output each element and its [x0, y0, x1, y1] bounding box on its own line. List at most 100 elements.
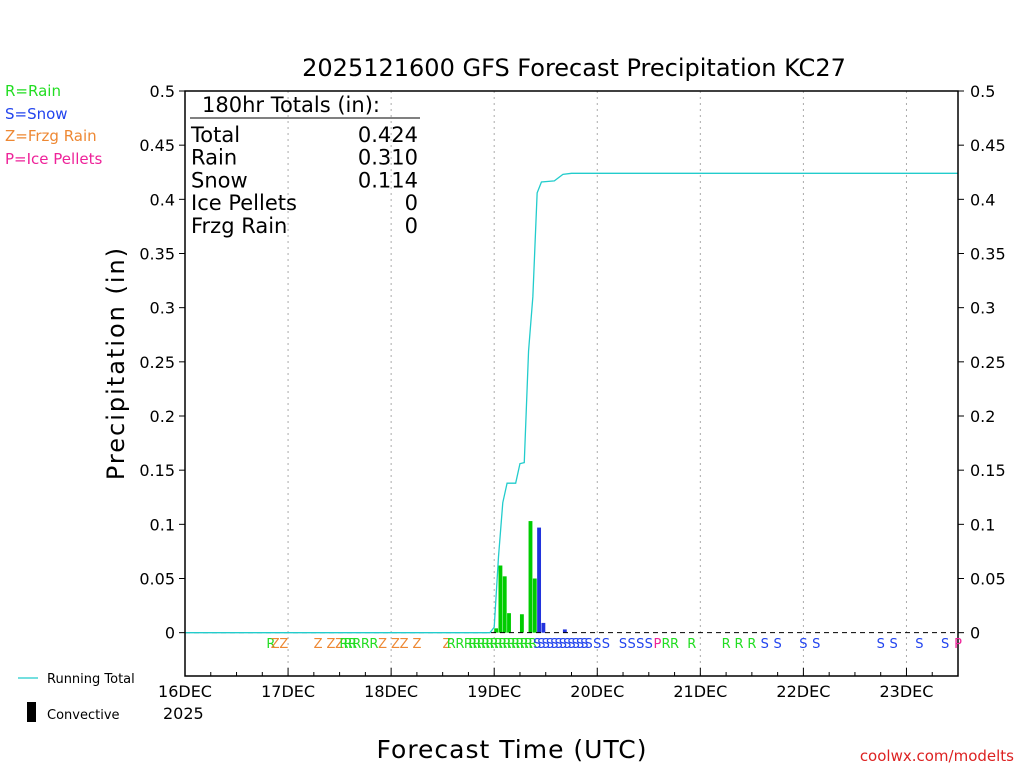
precip-type-marker: P: [954, 637, 962, 652]
y-axis-label: Precipitation (in): [102, 246, 130, 480]
y-tick-label-left: 0.3: [150, 299, 175, 318]
chart-title: 2025121600 GFS Forecast Precipitation KC…: [302, 54, 846, 82]
y-tick-label-right: 0.4: [970, 190, 995, 209]
precip-type-marker: S: [627, 637, 635, 652]
precip-type-legend: R=Rain S=Snow Z=Frzg Rain P=Ice Pellets: [5, 82, 102, 168]
legend-snow: S=Snow: [5, 105, 68, 123]
totals-label: Snow: [191, 168, 248, 192]
precip-type-marker: S: [559, 637, 567, 652]
precip-type-marker: S: [533, 637, 541, 652]
precip-type-marker: R: [455, 637, 464, 652]
x-tick-label-21dec: 21DEC: [673, 682, 727, 701]
precip-type-marker: R: [494, 637, 503, 652]
precip-type-marker: R: [477, 637, 486, 652]
precip-type-marker: S: [554, 637, 562, 652]
precip-bar-snow: [562, 629, 567, 633]
legend-rain: R=Rain: [5, 82, 61, 100]
precip-type-marker: R: [747, 637, 756, 652]
precip-type-marker: S: [619, 637, 627, 652]
precip-type-marker: S: [889, 637, 897, 652]
precip-type-marker: R: [503, 637, 512, 652]
precip-type-marker: P: [653, 637, 661, 652]
totals-box: 180hr Totals (in): Total 0.424 Rain 0.310 Sn…: [190, 93, 420, 238]
precip-type-marker: S: [593, 637, 601, 652]
precip-type-marker: S: [576, 637, 584, 652]
y-tick-label-left: 0.05: [139, 570, 175, 589]
precip-type-marker: R: [472, 637, 481, 652]
precip-bar-rain: [507, 613, 511, 633]
totals-value: 0: [405, 214, 418, 238]
credit-link[interactable]: coolwx.com/modelts: [860, 747, 1014, 765]
precip-type-marker: R: [670, 637, 679, 652]
running-total-line: [185, 172, 958, 634]
x-axis-label: Forecast Time (UTC): [377, 735, 648, 764]
precip-type-marker: R: [520, 637, 529, 652]
precip-type-marker: R: [464, 637, 473, 652]
legend-frzg-rain: Z=Frzg Rain: [5, 127, 97, 145]
precip-type-marker: R: [528, 637, 537, 652]
running-total-legend-label: Running Total: [47, 672, 135, 687]
x-axis-ticks: 16DEC 17DEC 18DEC 19DEC 20DEC 21DEC 22DEC 23DEC…: [158, 668, 959, 723]
y-tick-label-left: 0.15: [139, 461, 175, 480]
y-tick-label-left: 0: [165, 624, 175, 643]
precip-type-marker: R: [515, 637, 524, 652]
y-axis-ticks: 0 00.05 0.050.1 0.10.15 0.150.2 0.20.25 0.250.…: [139, 82, 1005, 643]
precip-type-marker: S: [563, 637, 571, 652]
precip-type-marker: R: [485, 637, 494, 652]
totals-value: 0.114: [358, 168, 418, 192]
x-tick-label-16dec: 16DEC: [158, 682, 212, 701]
totals-header: 180hr Totals (in):: [202, 93, 380, 117]
precip-type-marker: R: [481, 637, 490, 652]
precip-type-marker: R: [511, 637, 520, 652]
convective-legend-label: Convective: [47, 708, 120, 723]
precip-type-marker: S: [761, 637, 769, 652]
precip-type-marker: S: [546, 637, 554, 652]
x-tick-label-19dec: 19DEC: [467, 682, 521, 701]
precip-type-marker: Z: [391, 637, 400, 652]
precip-type-marker: S: [645, 637, 653, 652]
precip-type-marker: Z: [400, 637, 409, 652]
totals-label: Frzg Rain: [191, 214, 287, 238]
totals-rows: Total 0.424 Rain 0.310 Snow 0.114 Ice Pellets 0…: [190, 123, 418, 238]
precip-bars: [494, 521, 567, 633]
precip-type-marker: R: [447, 637, 456, 652]
totals-value: 0: [405, 191, 418, 215]
precip-type-marker: R: [507, 637, 516, 652]
precip-type-marker: R: [339, 637, 348, 652]
precip-bar-snow: [541, 622, 546, 633]
y-tick-label-left: 0.2: [150, 407, 175, 426]
totals-label: Ice Pellets: [191, 191, 297, 215]
precip-type-marker: S: [585, 637, 593, 652]
legend-ice-pellets: P=Ice Pellets: [5, 150, 102, 168]
precip-type-marker: Z: [378, 637, 387, 652]
y-tick-label-right: 0.5: [970, 82, 995, 101]
precip-type-marker: S: [567, 637, 575, 652]
y-tick-label-left: 0.1: [150, 515, 175, 534]
precip-type-marker: R: [266, 637, 275, 652]
precip-type-marker: Z: [443, 637, 452, 652]
x-year-label: 2025: [163, 704, 204, 723]
y-tick-label-left: 0.25: [139, 353, 175, 372]
y-tick-label-right: 0.05: [970, 570, 1006, 589]
y-tick-label-right: 0.25: [970, 353, 1006, 372]
precip-type-marker: Z: [279, 637, 288, 652]
precip-type-marker: S: [537, 637, 545, 652]
precip-type-marker: R: [348, 637, 357, 652]
totals-value: 0.424: [358, 123, 418, 147]
y-tick-label-right: 0: [970, 624, 980, 643]
precip-type-marker: S: [550, 637, 558, 652]
precip-bar-rain: [519, 614, 524, 633]
precip-type-marker: R: [524, 637, 533, 652]
precip-type-marker: S: [812, 637, 820, 652]
precip-type-marker: R: [498, 637, 507, 652]
precip-type-marker: Z: [327, 637, 336, 652]
precip-type-marker: R: [352, 637, 361, 652]
y-tick-label-left: 0.45: [139, 136, 175, 155]
totals-value: 0.310: [358, 146, 418, 170]
y-tick-label-right: 0.45: [970, 136, 1006, 155]
precip-type-marker: R: [490, 637, 499, 652]
y-tick-label-right: 0.1: [970, 515, 995, 534]
precip-type-marker: Z: [412, 637, 421, 652]
precip-type-marker: R: [344, 637, 353, 652]
